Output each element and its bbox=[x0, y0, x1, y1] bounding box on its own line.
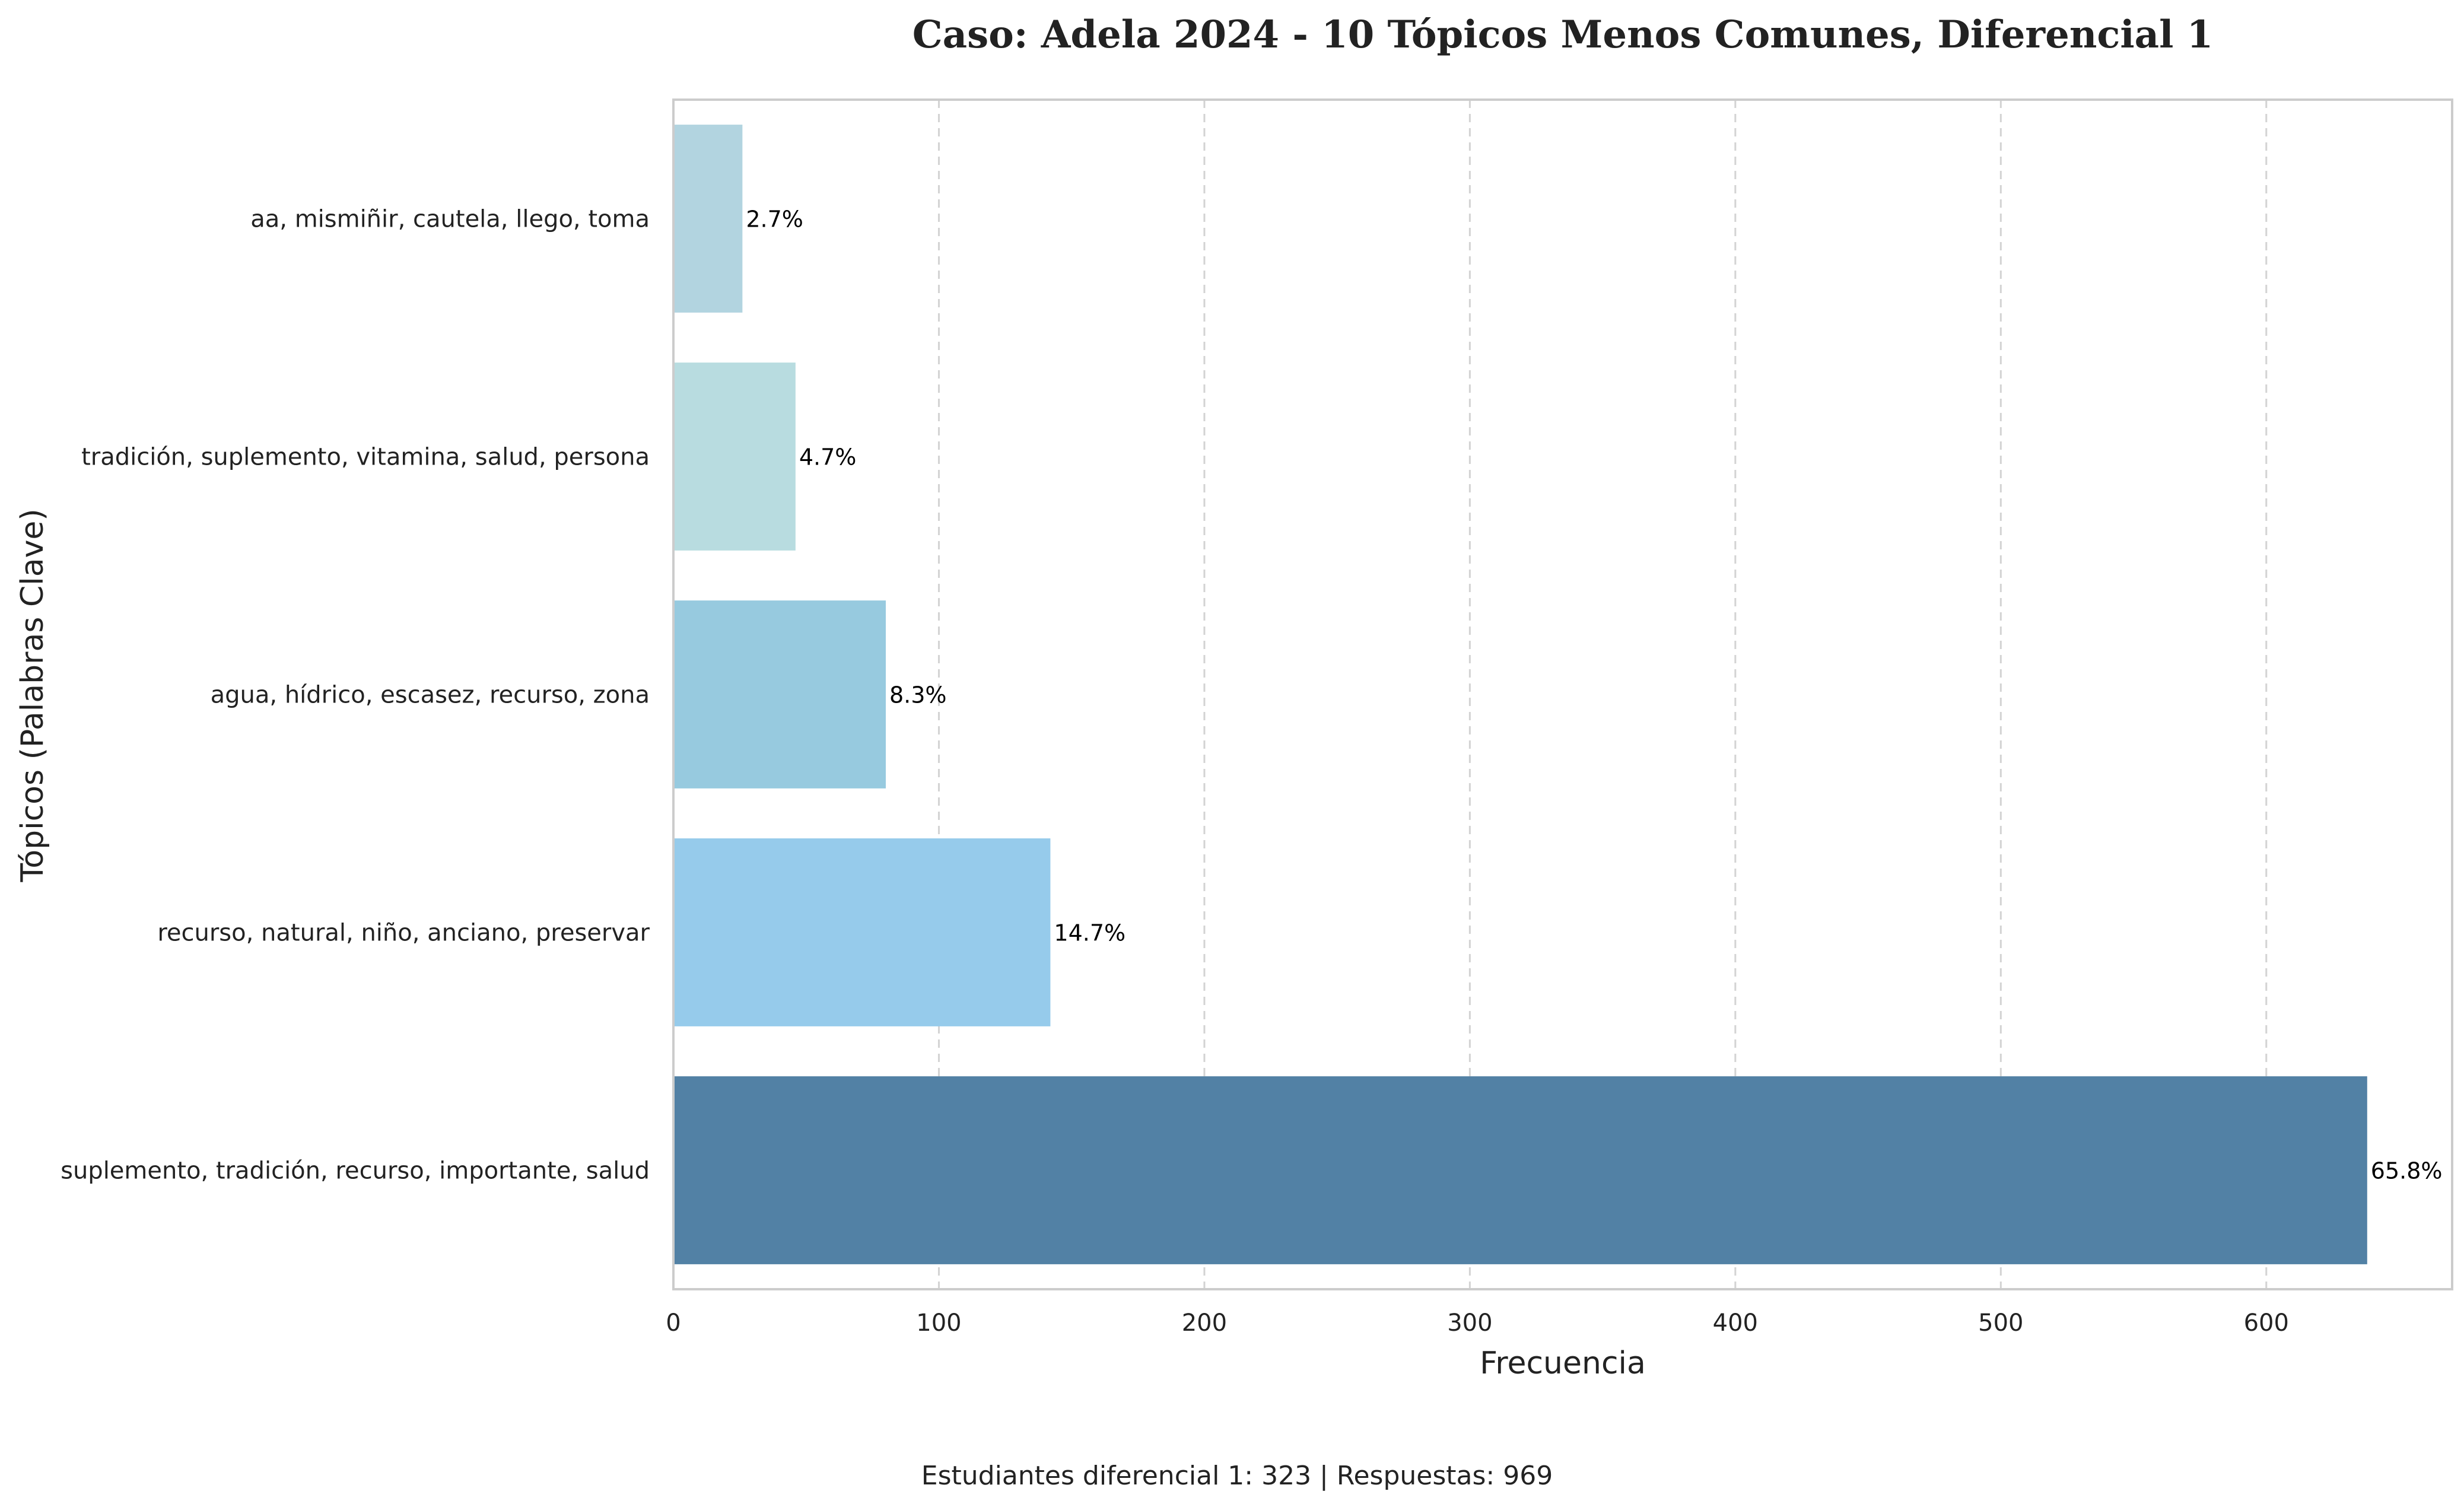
data-label: 65.8% bbox=[2371, 1158, 2443, 1184]
y-axis-categories: aa, mismiñir, cautela, llego, toma tradic… bbox=[61, 206, 650, 1185]
footnote: Estudiantes diferencial 1: 323 | Respues… bbox=[921, 1461, 1553, 1491]
bar bbox=[673, 838, 1051, 1026]
x-tick-label: 100 bbox=[916, 1309, 961, 1337]
y-category-label: agua, hídrico, escasez, recurso, zona bbox=[211, 682, 650, 709]
data-label: 8.3% bbox=[889, 682, 947, 708]
data-labels: 2.7% 4.7% 8.3% 14.7% 65.8% bbox=[746, 206, 2442, 1184]
x-tick-label: 400 bbox=[1713, 1309, 1758, 1337]
plot-frame bbox=[672, 98, 2453, 1290]
x-tick-label: 300 bbox=[1447, 1309, 1492, 1337]
y-category-label: recurso, natural, niño, anciano, preserv… bbox=[157, 920, 650, 947]
y-axis-label: Tópicos (Palabras Clave) bbox=[15, 508, 50, 882]
x-tick-label: 0 bbox=[666, 1309, 681, 1337]
y-category-label: tradición, suplemento, vitamina, salud, … bbox=[81, 444, 650, 471]
x-axis-label: Frecuencia bbox=[1480, 1346, 1646, 1381]
y-category-label: suplemento, tradición, recurso, importan… bbox=[61, 1158, 650, 1185]
chart-title: Caso: Adela 2024 - 10 Tópicos Menos Comu… bbox=[913, 12, 2214, 57]
x-tick-label: 600 bbox=[2244, 1309, 2289, 1337]
y-category-label: aa, mismiñir, cautela, llego, toma bbox=[250, 206, 650, 233]
x-tick-label: 500 bbox=[1978, 1309, 2023, 1337]
data-label: 2.7% bbox=[746, 206, 803, 233]
bar bbox=[673, 1076, 2367, 1264]
bar bbox=[673, 125, 743, 313]
data-label: 14.7% bbox=[1054, 920, 1126, 946]
bars bbox=[673, 125, 2367, 1264]
x-tick-label: 200 bbox=[1182, 1309, 1227, 1337]
data-label: 4.7% bbox=[799, 444, 857, 470]
bar bbox=[673, 600, 886, 788]
bar bbox=[673, 363, 796, 551]
x-axis-ticks: 0 100 200 300 400 500 600 bbox=[666, 1309, 2289, 1337]
